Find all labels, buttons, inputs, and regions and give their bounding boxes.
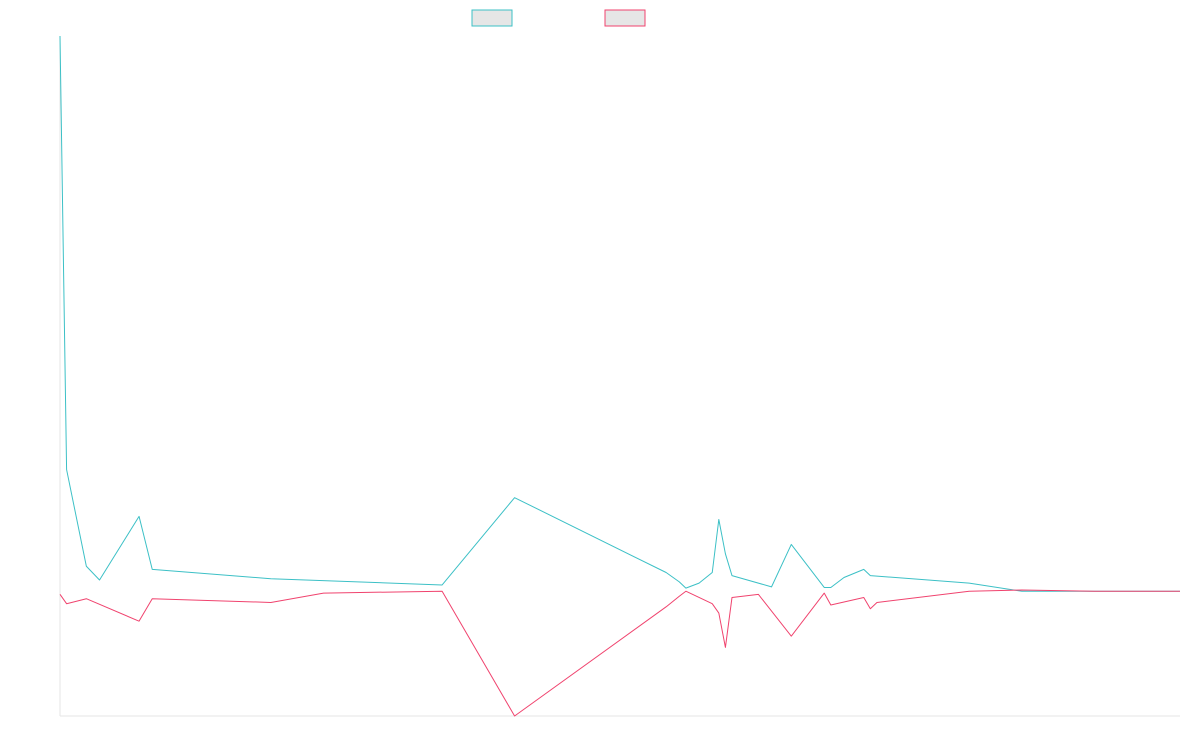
legend-swatch-1[interactable] (471, 9, 513, 27)
series-layer (59, 35, 1180, 717)
axes (59, 36, 1180, 717)
legend[interactable] (471, 9, 646, 27)
legend-swatch-2[interactable] (604, 9, 646, 27)
series-line-1 (59, 35, 1180, 592)
series-line-2 (59, 589, 1180, 717)
